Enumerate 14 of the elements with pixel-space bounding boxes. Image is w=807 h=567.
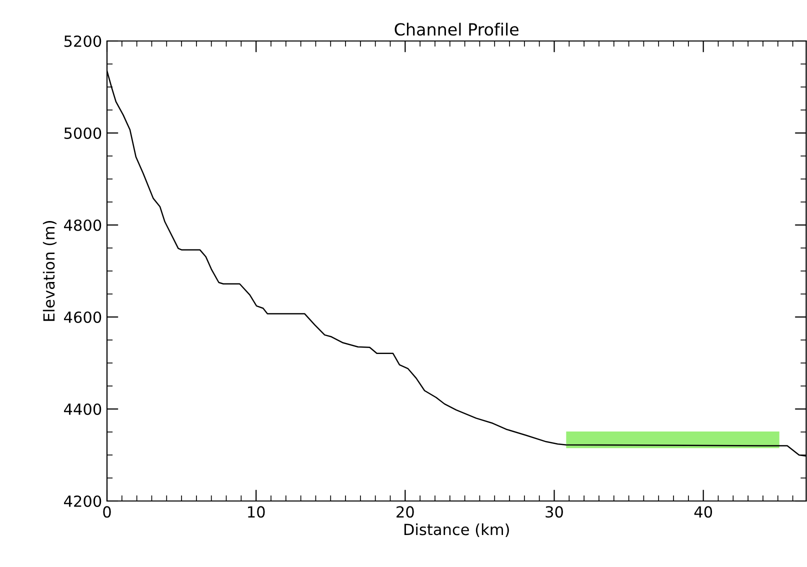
x-axis-title: Distance (km): [404, 523, 509, 538]
y-tick-label: 4600: [64, 311, 102, 324]
chart-title: Channel Profile: [394, 22, 518, 36]
y-axis-title: Elevation (m): [42, 221, 57, 321]
x-tick-label: 0: [103, 506, 111, 518]
y-tick-label: 5000: [64, 127, 102, 140]
x-tick-label: 10: [248, 506, 265, 518]
y-tick-label: 4200: [64, 495, 102, 508]
y-tick-label: 4800: [64, 219, 102, 232]
x-tick-label: 20: [396, 506, 414, 518]
y-tick-label: 4400: [64, 403, 102, 416]
y-tick-label: 5200: [64, 35, 102, 48]
x-tick-label: 40: [694, 506, 712, 518]
x-tick-label: 30: [546, 506, 563, 518]
